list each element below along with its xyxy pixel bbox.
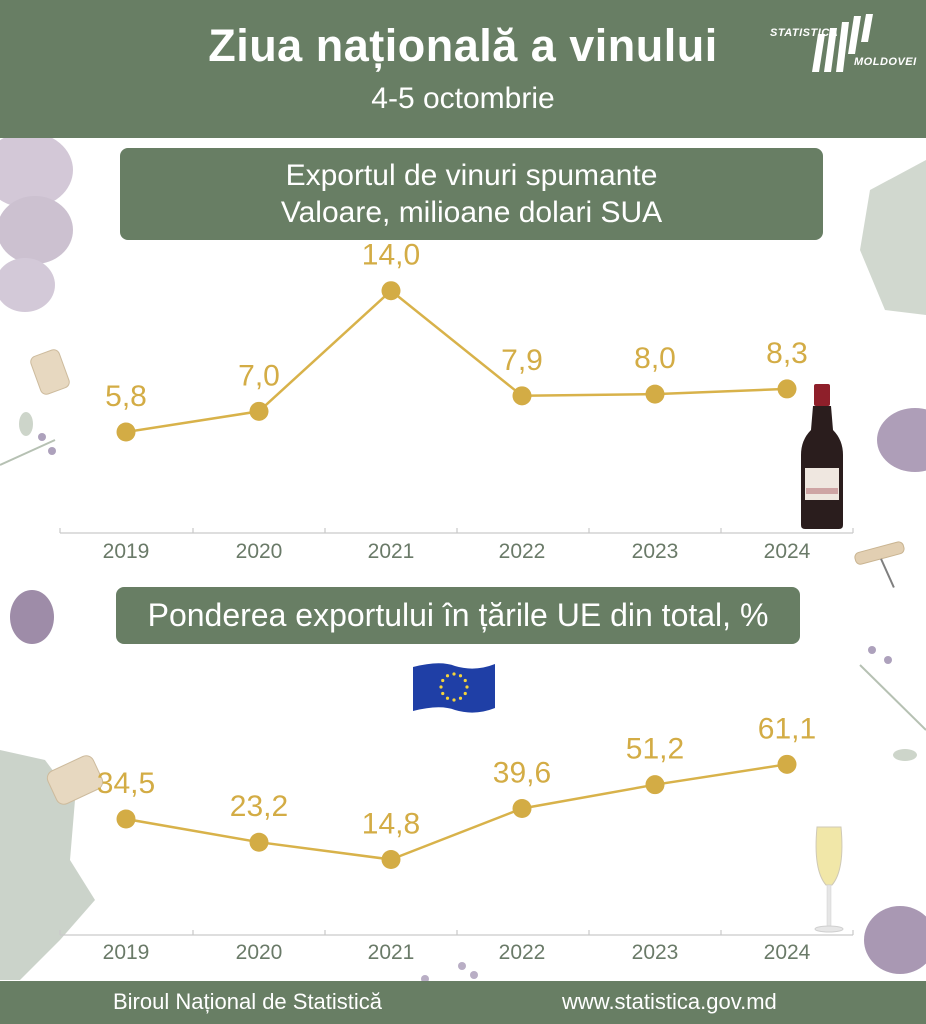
data-point (381, 281, 401, 301)
eu-flag-icon (413, 663, 495, 713)
footer-band (0, 981, 926, 1024)
data-point (116, 809, 136, 829)
logo-text-top: STATISTICA (770, 27, 839, 39)
data-label: 39,6 (493, 757, 551, 790)
olive-icon (877, 408, 926, 472)
chart2: 2019 2020 2021 2022 2023 2024 34,5 23,2 14,8 39,6… (59, 712, 854, 964)
data-point (645, 775, 665, 795)
page-title: Ziua națională a vinului (208, 20, 718, 71)
x-tick-label: 2024 (764, 540, 811, 563)
data-point (249, 832, 269, 852)
data-label: 23,2 (230, 790, 288, 823)
data-label: 61,1 (758, 712, 816, 745)
chart2-title: Ponderea exportului în țările UE din tot… (147, 597, 769, 633)
data-point (645, 384, 665, 404)
eu-star (458, 696, 463, 700)
corkscrew-icon (854, 541, 905, 588)
eu-star (452, 698, 456, 702)
grape-leaf-icon (860, 160, 926, 315)
chart1: 2019 2020 2021 2022 2023 2024 5,8 7,0 14,0 7,9 8,0… (59, 239, 854, 563)
x-tick-label: 2021 (368, 941, 415, 964)
x-tick-label: 2023 (632, 540, 679, 563)
chart2-title-panel: Ponderea exportului în țările UE din tot… (116, 587, 800, 644)
x-tick-label: 2022 (499, 540, 546, 563)
eu-star (445, 674, 450, 678)
eu-star (441, 691, 445, 696)
eu-star (465, 685, 469, 689)
chart1-subtitle: Valoare, milioane dolari SUA (280, 196, 663, 229)
logo-text-bottom: MOLDOVEI (854, 56, 917, 68)
data-point (249, 401, 269, 421)
chart1-title: Exportul de vinuri spumante (285, 159, 658, 192)
data-point (777, 379, 797, 399)
eu-star (463, 678, 467, 683)
x-tick-label: 2019 (103, 540, 150, 563)
eu-star (439, 685, 443, 689)
twig-icon (0, 412, 56, 466)
eu-star (463, 691, 467, 696)
grapes-icon (0, 132, 73, 312)
x-tick-label: 2022 (499, 941, 546, 964)
eu-star (458, 674, 463, 678)
x-tick-label: 2024 (764, 941, 811, 964)
page-subtitle: 4-5 octombrie (371, 82, 555, 115)
wine-bottle-icon (801, 384, 843, 529)
champagne-glass-icon (814, 826, 844, 933)
data-point (512, 799, 532, 819)
x-tick-label: 2021 (368, 540, 415, 563)
data-label: 14,8 (362, 807, 420, 840)
olive-icon (10, 590, 54, 644)
eu-star (452, 672, 456, 676)
chart1-title-panel: Exportul de vinuri spumante Valoare, mil… (120, 148, 823, 240)
cork-icon (46, 755, 104, 805)
series-line (125, 763, 788, 861)
eu-star (445, 696, 450, 700)
data-label: 7,9 (501, 344, 543, 377)
statistica-moldovei-logo: STATISTICA MOLDOVEI (770, 14, 920, 84)
data-label: 7,0 (238, 359, 280, 392)
twig-icon (859, 646, 926, 761)
footer-publisher: Biroul Național de Statistică (113, 989, 383, 1014)
data-point (116, 422, 136, 442)
data-point (512, 386, 532, 406)
data-label: 14,0 (362, 239, 420, 272)
grape-leaf-icon (0, 750, 95, 980)
header-band (0, 0, 926, 138)
data-point (777, 754, 797, 774)
x-tick-label: 2020 (236, 941, 283, 964)
olive-icon (864, 906, 926, 974)
x-tick-label: 2019 (103, 941, 150, 964)
data-label: 34,5 (97, 767, 155, 800)
data-label: 51,2 (626, 733, 684, 766)
data-label: 5,8 (105, 380, 147, 413)
series-line (125, 289, 788, 434)
x-tick-label: 2023 (632, 941, 679, 964)
data-label: 8,3 (766, 337, 808, 370)
logo-bars-icon (812, 14, 873, 72)
cork-icon (30, 349, 70, 395)
x-tick-label: 2020 (236, 540, 283, 563)
eu-star (441, 678, 445, 683)
footer-website-link[interactable]: www.statistica.gov.md (562, 989, 777, 1014)
data-point (381, 849, 401, 869)
data-label: 8,0 (634, 342, 676, 375)
